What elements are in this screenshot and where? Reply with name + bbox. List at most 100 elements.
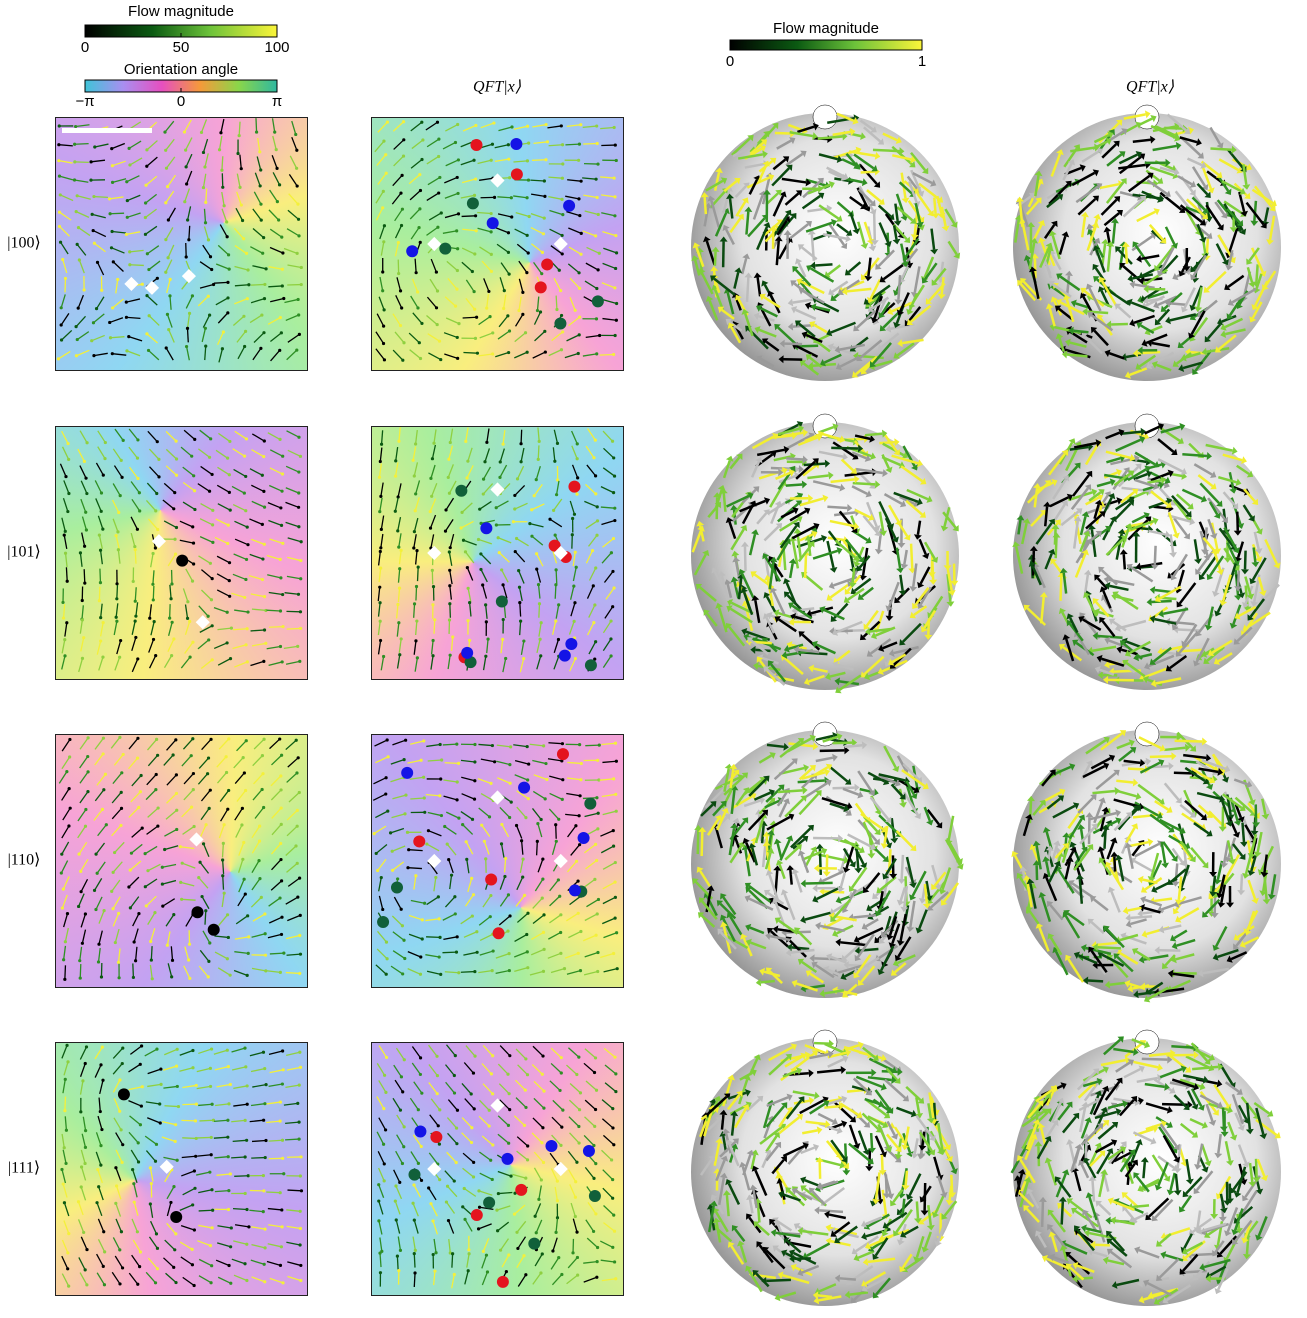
streamline [268,285,283,288]
streamline [603,571,614,583]
streamline [221,208,228,223]
streamline [147,1257,158,1270]
flow-arrow-head [782,156,790,163]
arrow-head [496,1191,501,1196]
streamline [443,795,458,801]
flow-arrow [832,741,853,745]
streamline [533,483,543,497]
flow-arrow-head [909,586,918,592]
arrow-head [60,1167,64,1172]
flow-arrow-head [899,500,907,508]
flow-arrow [701,900,718,920]
streamline [467,588,472,603]
arrow-head [540,250,545,254]
streamline [202,244,212,258]
arrow-head [165,185,170,189]
flow-arrow [723,768,730,792]
flow-arrow [714,827,723,849]
flow-arrow-head [842,1170,851,1176]
arrow-head [386,755,390,759]
flow-arrow [832,898,852,920]
streamline [117,948,121,963]
streamline [80,1186,87,1201]
arrow-head [143,232,148,236]
streamline [430,1203,438,1217]
flow-arrow-head [910,792,918,800]
streamline [549,228,563,236]
flow-arrow [865,610,879,627]
streamline [446,843,457,856]
arrow-head [102,908,106,913]
flow-arrow [823,608,845,621]
arrow-head [513,549,517,554]
flow-arrow [928,282,946,302]
flow-arrow [809,972,825,984]
flow-arrow [714,776,740,790]
streamline [146,333,159,344]
streamline [152,570,155,585]
arrow-head [614,251,619,255]
streamline [252,228,265,239]
streamline [80,859,89,872]
arrow-head [127,146,131,150]
streamline [112,518,119,533]
streamline [269,738,281,750]
streamline [480,519,495,524]
streamline [514,551,526,563]
streamline [451,1274,455,1289]
arrow-head [258,824,262,828]
flow-arrow-head [893,220,902,226]
arrow-head [243,892,247,896]
arrow-head [77,258,81,262]
streamline [251,642,266,647]
arrow-head [485,440,489,444]
arrow-head [405,830,410,834]
streamline [443,779,458,783]
arrow-head [511,520,515,524]
flow-arrow-head [901,197,910,204]
flow-arrow [745,841,756,863]
arrow-head [595,533,599,537]
arrow-head [579,252,583,256]
streamline [550,245,563,255]
streamline [444,192,459,199]
streamline [480,553,492,565]
arrow-head [596,212,600,217]
arrow-head [519,619,523,623]
flow-arrow-head [913,1256,921,1263]
arrow-head [611,605,615,609]
streamline [481,824,491,837]
arrow-head [517,308,521,313]
arrow-head [454,950,459,954]
arrow-head [94,907,98,912]
streamline [112,448,122,461]
flow-arrow [712,803,725,817]
flow-arrow-head [931,883,938,890]
flow-arrow-head [766,611,773,620]
arrow-head [189,754,193,758]
arrow-head [522,1123,527,1127]
streamline [252,208,262,221]
arrow-head [578,743,582,747]
flow-arrow-head [882,855,889,863]
streamline [395,1185,403,1200]
arrow-head [279,331,283,335]
streamline [232,448,245,457]
streamline [117,549,121,564]
streamline [430,640,434,655]
flow-arrow [946,566,953,591]
flow-arrow [842,1044,860,1052]
arrow-head [297,790,301,795]
arrow-head [456,158,461,162]
flow-arrow-head [715,167,723,174]
streamline [600,830,614,837]
streamline [551,331,564,342]
flow-arrow [847,261,862,274]
streamline [377,121,388,133]
flow-arrow-head [836,215,843,222]
flow-arrow [940,206,947,227]
arrow-head [171,753,175,757]
flow-arrow [816,885,843,901]
flow-arrow-head [892,959,900,967]
arrow-head [297,470,301,474]
